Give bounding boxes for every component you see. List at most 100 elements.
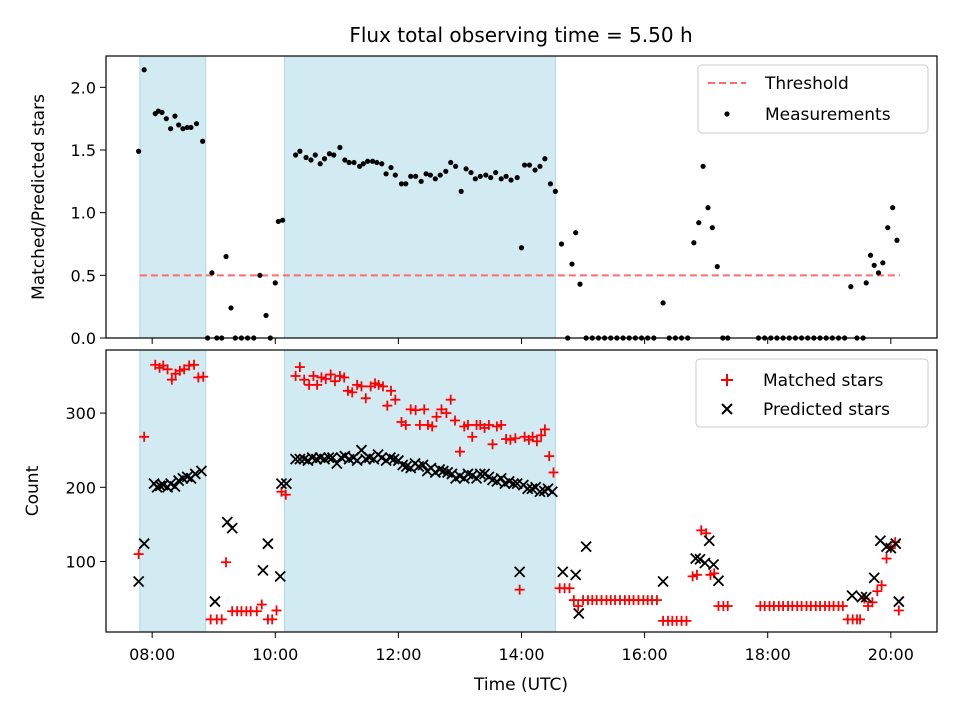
matched-star-point: [189, 359, 200, 370]
matched-star-point: [536, 430, 547, 441]
predicted-marker-d2: [526, 483, 538, 495]
measurement-point: [326, 151, 333, 157]
predicted-marker-d2: [397, 459, 409, 471]
measurement-point: [275, 218, 281, 225]
predicted-marker-d2: [376, 451, 388, 464]
matched-star-point: [162, 364, 173, 375]
matched-star-point: [339, 372, 350, 383]
measurement-point: [297, 148, 303, 154]
matched-star-point: [290, 370, 301, 381]
predicted-marker-d2: [274, 570, 286, 582]
matched-star-point: [548, 467, 559, 478]
predicted-marker-d2: [138, 538, 150, 550]
predicted-star-point: [573, 607, 585, 620]
predicted-marker-d2: [132, 575, 145, 588]
matched-star-point: [360, 393, 371, 404]
predicted-star-point: [257, 564, 269, 577]
measurement-point: [331, 152, 337, 158]
measurement-point: [351, 159, 357, 166]
matched-star-point: [400, 419, 411, 430]
matched-star-point: [267, 614, 278, 625]
measurement-point: [168, 126, 174, 132]
matched-star-point: [334, 370, 345, 381]
measurement-point: [303, 154, 309, 161]
measurement-point: [188, 124, 194, 131]
predicted-marker-d2: [306, 451, 318, 464]
measurement-point: [263, 312, 269, 319]
predicted-marker-d2: [275, 477, 288, 490]
predicted-marker-d2: [542, 483, 554, 495]
matched-star-point: [487, 439, 498, 450]
matched-star-point: [564, 583, 575, 594]
predicted-marker-d2: [699, 557, 711, 569]
measurement-point: [418, 178, 424, 184]
predicted-marker-d2: [360, 453, 372, 465]
matched-star-point: [294, 362, 305, 373]
predicted-star-point: [893, 595, 905, 608]
predicted-star-point: [384, 451, 397, 464]
measurement-point: [398, 181, 405, 187]
predicted-marker-d2: [466, 469, 478, 482]
matched-star-point: [256, 599, 267, 610]
predicted-marker-d2: [384, 451, 397, 464]
predicted-star-point: [310, 453, 323, 465]
measurement-point: [312, 152, 318, 158]
x-tick-label: 14:00: [498, 645, 544, 664]
measurement-point: [432, 176, 438, 182]
predicted-star-point: [289, 453, 302, 465]
measurement-point: [498, 176, 504, 182]
top-y-tick-label: 1.5: [71, 141, 96, 160]
measurement-point: [337, 144, 343, 151]
predicted-star-point: [712, 575, 725, 587]
predicted-marker-d2: [262, 538, 274, 550]
predicted-marker-d2: [209, 595, 221, 608]
predicted-marker-d2: [690, 552, 702, 565]
predicted-marker-d2: [289, 453, 302, 465]
measurement-point: [388, 164, 394, 171]
predicted-marker-d2: [326, 451, 339, 464]
matched-star-point: [216, 614, 227, 625]
top-shaded-interval: [139, 55, 207, 339]
predicted-star-point: [275, 477, 288, 490]
matched-star-point: [527, 431, 538, 442]
measurement-point: [558, 241, 565, 247]
predicted-star-point: [181, 471, 193, 483]
predicted-marker-d2: [893, 595, 905, 608]
predicted-marker-d2: [454, 470, 466, 482]
predicted-marker-d2: [164, 477, 177, 490]
measurement-point: [408, 173, 414, 179]
measurement-point: [537, 163, 543, 169]
predicted-marker-d2: [573, 607, 585, 620]
matched-star-point: [867, 597, 878, 608]
predicted-marker-d2: [314, 451, 326, 464]
predicted-star-point: [707, 558, 720, 571]
predicted-marker-d2: [507, 477, 520, 490]
matched-star-point: [373, 379, 384, 390]
matched-star-point: [441, 408, 452, 419]
top-legend: Threshold Measurements: [697, 64, 929, 134]
matched-star-point: [139, 431, 150, 442]
measurement-point: [514, 174, 520, 181]
measurement-point: [577, 281, 583, 287]
matched-star-point: [573, 601, 584, 612]
top-shaded-interval: [284, 55, 556, 339]
legend-measurements-label: Measurements: [765, 105, 891, 125]
measurement-point: [141, 67, 147, 73]
measurement-point: [257, 272, 263, 278]
predicted-marker-d2: [514, 566, 526, 578]
measurement-point: [885, 225, 891, 231]
matched-star-point: [483, 419, 494, 430]
predicted-marker-d2: [355, 444, 368, 456]
measurement-point: [714, 263, 720, 270]
predicted-marker-d2: [486, 474, 499, 486]
measurement-point: [172, 113, 178, 119]
measurement-point: [691, 240, 697, 246]
measurement-point: [871, 262, 877, 268]
predicted-marker-d2: [323, 451, 335, 464]
predicted-marker-d2: [557, 566, 569, 578]
matched-star-point: [722, 601, 733, 612]
predicted-marker-d2: [339, 450, 351, 462]
matched-star-point: [390, 394, 401, 405]
measurement-point: [468, 169, 474, 176]
top-y-tick-label: 2.0: [71, 78, 96, 97]
